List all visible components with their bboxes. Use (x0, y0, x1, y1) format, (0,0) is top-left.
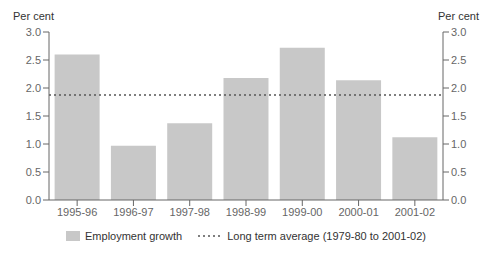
svg-text:1995-96: 1995-96 (57, 206, 97, 218)
html-text:Per cent: Per cent (438, 10, 479, 22)
html-text:Per cent: Per cent (13, 10, 54, 22)
svg-text:1.5: 1.5 (451, 110, 466, 122)
svg-text:0.0: 0.0 (26, 194, 41, 206)
svg-text:2.5: 2.5 (451, 54, 466, 66)
svg-text:3.0: 3.0 (451, 26, 466, 38)
svg-text:1999-00: 1999-00 (282, 206, 322, 218)
svg-text:1.5: 1.5 (26, 110, 41, 122)
svg-text:2001-02: 2001-02 (395, 206, 435, 218)
svg-text:2.0: 2.0 (26, 82, 41, 94)
svg-text:1996-97: 1996-97 (113, 206, 153, 218)
svg-text:1.0: 1.0 (26, 138, 41, 150)
svg-text:0.5: 0.5 (26, 166, 41, 178)
svg-text:1997-98: 1997-98 (170, 206, 210, 218)
svg-text:2.0: 2.0 (451, 82, 466, 94)
svg-text:1998-99: 1998-99 (226, 206, 266, 218)
svg-text:3.0: 3.0 (26, 26, 41, 38)
svg-text:0.0: 0.0 (451, 194, 466, 206)
svg-text:0.5: 0.5 (451, 166, 466, 178)
html-text:Long term average (1979-80 to: Long term average (1979-80 to 2001-02) (227, 230, 426, 242)
svg-text:2.5: 2.5 (26, 54, 41, 66)
svg-text:2000-01: 2000-01 (338, 206, 378, 218)
html-text:Employment growth: Employment growth (85, 230, 183, 242)
svg-text:1.0: 1.0 (451, 138, 466, 150)
